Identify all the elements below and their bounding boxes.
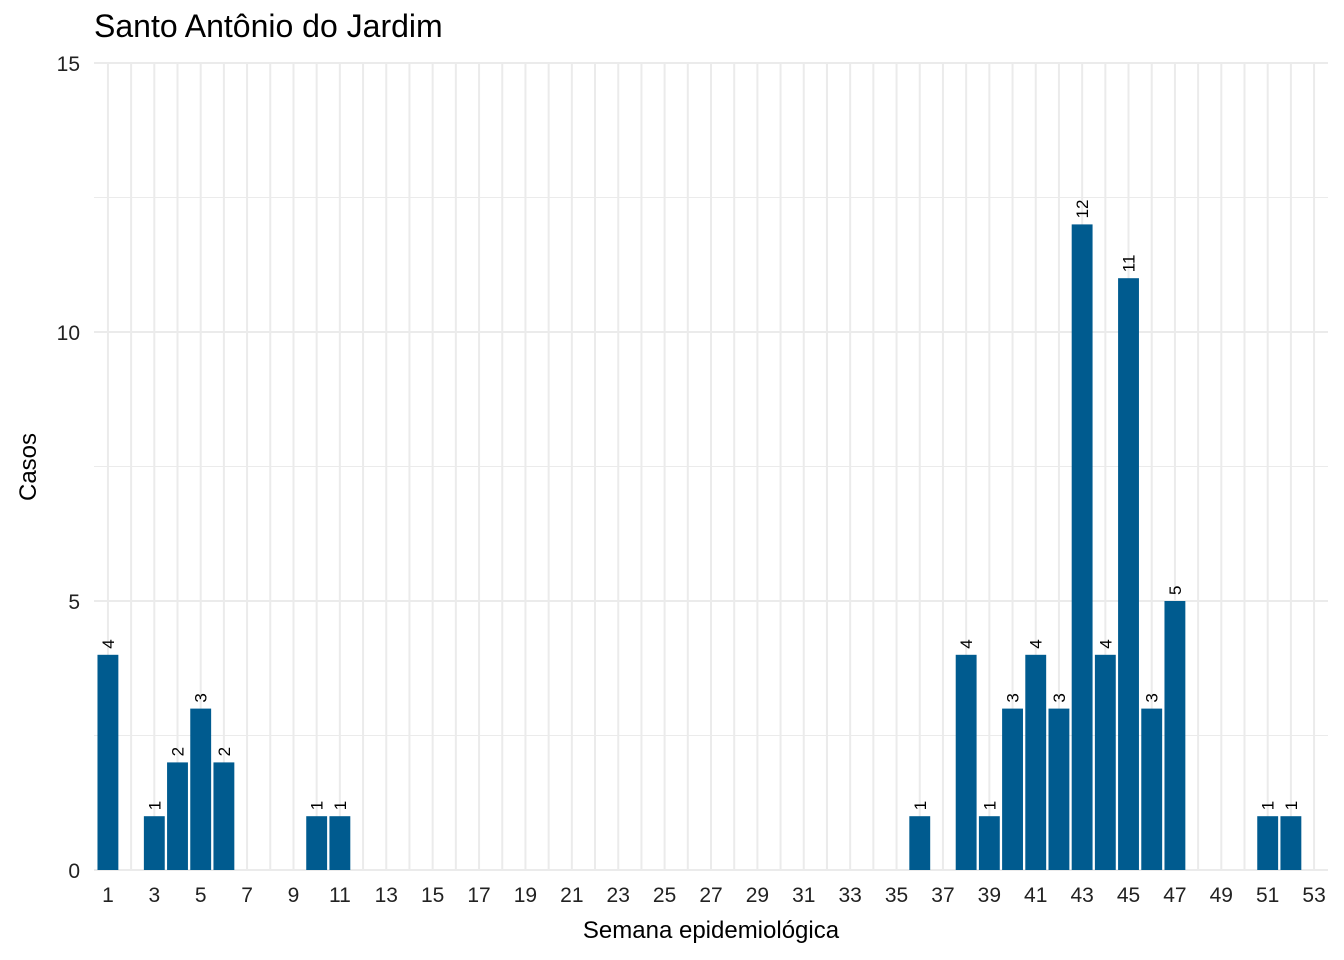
bar [909, 816, 931, 870]
bar-value-label: 3 [192, 693, 211, 702]
bar-value-label: 1 [980, 801, 999, 810]
bar-value-label: 3 [1143, 693, 1162, 702]
x-tick-label: 35 [885, 884, 908, 907]
bar-value-label: 4 [1096, 639, 1115, 648]
bar [1118, 278, 1139, 870]
bar-value-label: 2 [215, 747, 234, 756]
bar-value-label: 2 [169, 747, 188, 756]
x-tick-label: 29 [746, 884, 769, 907]
y-tick-label: 0 [68, 860, 80, 883]
bar [978, 816, 1000, 870]
bar [1025, 654, 1047, 870]
x-tick-label: 51 [1256, 884, 1279, 907]
x-tick-label: 7 [241, 884, 253, 907]
x-tick-label: 13 [375, 884, 398, 907]
bar-value-label: 1 [1259, 801, 1278, 810]
bar [1280, 816, 1302, 870]
x-tick-label: 43 [1070, 884, 1093, 907]
bar [329, 816, 351, 870]
x-tick-label: 37 [931, 884, 954, 907]
x-tick-label: 41 [1024, 884, 1047, 907]
y-tick-label: 15 [57, 53, 80, 76]
bar [306, 816, 328, 870]
x-tick-label: 25 [653, 884, 676, 907]
x-tick-label: 49 [1210, 884, 1233, 907]
x-tick-label: 33 [838, 884, 861, 907]
bar-value-label: 4 [99, 639, 118, 648]
bar-value-label: 1 [911, 801, 930, 810]
y-tick-label: 10 [57, 322, 80, 345]
x-tick-label: 9 [288, 884, 300, 907]
bar [167, 762, 188, 870]
bar [1164, 601, 1186, 870]
x-tick-label: 21 [560, 884, 583, 907]
y-tick-label: 5 [68, 591, 80, 614]
bar [213, 762, 235, 870]
x-tick-label: 23 [607, 884, 630, 907]
y-axis-title: Casos [15, 433, 42, 501]
bar-value-label: 1 [331, 801, 350, 810]
x-tick-label: 15 [421, 884, 444, 907]
x-tick-label: 17 [467, 884, 490, 907]
x-tick-label: 31 [792, 884, 815, 907]
bar-value-label: 1 [1282, 801, 1301, 810]
x-axis: 1 3 5 7 9 11 13 15 17 19 21 23 25 27 29 31 33 35 37 39 41 43 4… [102, 884, 1326, 907]
x-tick-label: 3 [148, 884, 160, 907]
x-tick-label: 47 [1163, 884, 1186, 907]
x-tick-label: 27 [699, 884, 722, 907]
bar [190, 708, 212, 870]
bar-value-label: 11 [1120, 255, 1139, 273]
y-axis: 0 5 10 15 [57, 53, 80, 883]
chart-title: Santo Antônio do Jardim [94, 8, 443, 44]
bar-value-label: 3 [1004, 693, 1023, 702]
bar [1048, 708, 1070, 870]
bar-value-label: 12 [1073, 199, 1092, 218]
bar [1071, 224, 1093, 870]
x-tick-label: 19 [514, 884, 537, 907]
bar-value-label: 5 [1166, 586, 1185, 595]
bar-value-label: 3 [1050, 693, 1069, 702]
bar-value-label: 1 [145, 801, 164, 810]
bar-value-label: 4 [957, 639, 976, 648]
bar [143, 816, 165, 870]
x-tick-label: 11 [329, 884, 351, 907]
bars [97, 224, 1302, 870]
x-tick-label: 39 [978, 884, 1001, 907]
bar [1141, 708, 1163, 870]
bar [1257, 816, 1279, 870]
bar-value-label: 1 [308, 801, 327, 810]
x-tick-label: 45 [1117, 884, 1140, 907]
bar [955, 654, 977, 870]
x-tick-label: 53 [1302, 884, 1325, 907]
x-tick-label: 1 [102, 884, 114, 907]
bar [1094, 654, 1116, 870]
bar [97, 654, 119, 870]
grid-lines [94, 62, 1328, 871]
x-tick-label: 5 [195, 884, 207, 907]
bar [1002, 708, 1023, 870]
bar-value-label: 4 [1027, 639, 1046, 648]
x-axis-title: Semana epidemiológica [583, 917, 840, 944]
